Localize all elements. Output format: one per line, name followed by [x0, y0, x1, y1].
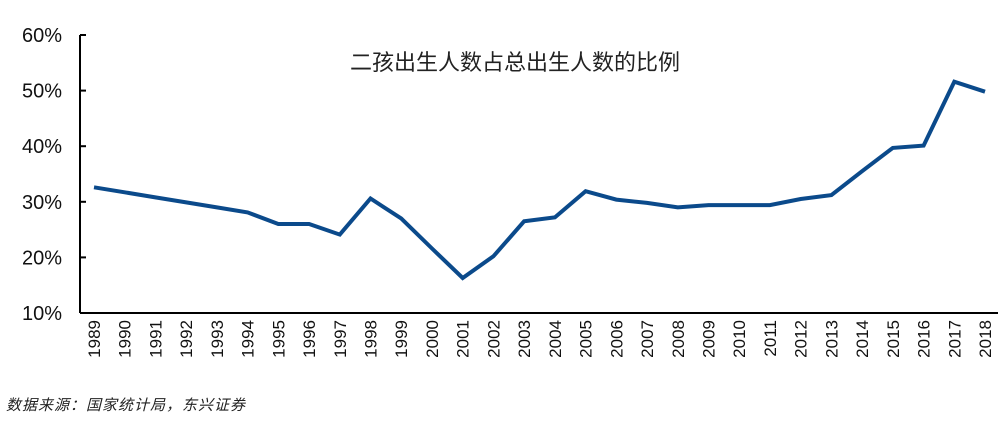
x-tick-label: 1995	[269, 320, 288, 358]
x-axis: 1989 1990 1991 1992 1993 1994 1995 1996 1997 1998…	[80, 312, 998, 358]
y-tick-label: 50%	[22, 81, 62, 103]
x-tick-label: 2013	[822, 320, 841, 358]
x-tick-label: 2004	[546, 320, 565, 358]
x-tick-label: 2005	[577, 320, 596, 358]
x-tick-label: 2018	[976, 320, 995, 358]
x-tick-label: 2003	[515, 320, 534, 358]
y-tick-label: 30%	[22, 192, 62, 214]
x-tick-label: 1996	[300, 320, 319, 358]
x-tick-label: 2011	[761, 320, 780, 357]
x-tick-label: 2016	[915, 320, 934, 358]
x-tick-label: 2017	[945, 320, 964, 358]
y-tick-label: 20%	[22, 247, 62, 269]
y-tick-label: 10%	[22, 303, 62, 325]
x-tick-label: 2008	[669, 320, 688, 358]
y-tick-label: 60%	[22, 25, 62, 47]
x-tick-label: 2014	[853, 320, 872, 358]
x-tick-label: 2001	[454, 320, 473, 358]
x-tick-label: 2002	[484, 320, 503, 358]
x-tick-label: 2007	[638, 320, 657, 358]
y-axis: 10% 20% 30% 40% 50% 60%	[22, 25, 86, 325]
source-note: 数据来源：国家统计局，东兴证券	[6, 396, 247, 414]
x-tick-label: 1992	[177, 320, 196, 358]
x-tick-label: 2012	[792, 320, 811, 358]
x-tick-label: 1997	[331, 320, 350, 358]
x-tick-label: 1991	[146, 320, 165, 358]
chart-title: 二孩出生人数占总出生人数的比例	[350, 51, 680, 76]
x-tick-label: 2000	[423, 320, 442, 358]
x-tick-label: 1998	[362, 320, 381, 358]
x-tick-label: 2009	[699, 320, 718, 358]
x-tick-label: 2015	[884, 320, 903, 358]
x-tick-label: 2006	[607, 320, 626, 358]
series-layer	[93, 79, 986, 281]
x-tick-label: 1994	[239, 320, 258, 358]
x-tick-label: 1989	[85, 320, 104, 358]
x-tick-label: 1993	[208, 320, 227, 358]
series-line	[93, 79, 986, 281]
x-tick-label: 1999	[392, 320, 411, 358]
x-tick-label: 2010	[730, 320, 749, 358]
y-tick-label: 40%	[22, 136, 62, 158]
x-tick-label: 1990	[116, 320, 135, 358]
